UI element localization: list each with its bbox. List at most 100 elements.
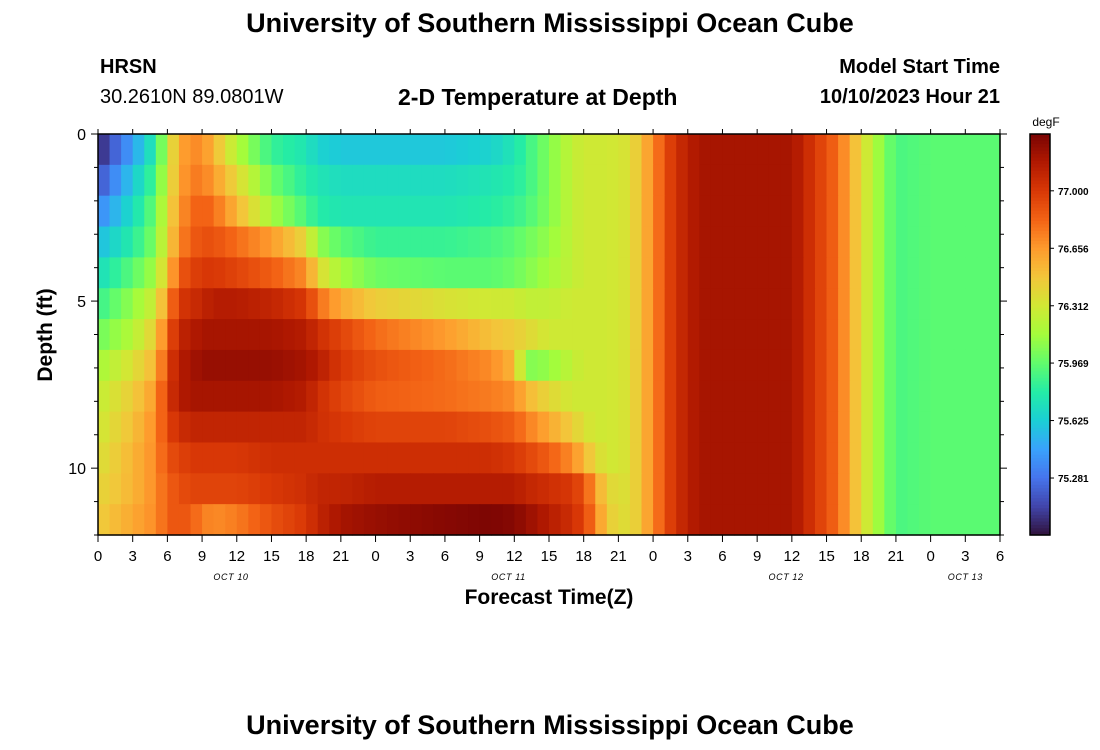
heatmap-cell xyxy=(849,134,862,166)
heatmap-cell xyxy=(433,164,446,197)
colorbar-swatch xyxy=(1030,367,1050,372)
heatmap-cell xyxy=(271,349,284,382)
heatmap-cell xyxy=(780,473,793,505)
heatmap-cell xyxy=(155,226,168,258)
heatmap-cell xyxy=(641,380,654,413)
heatmap-cell xyxy=(213,473,226,505)
colorbar-swatch xyxy=(1030,404,1050,409)
heatmap-cell xyxy=(629,442,643,474)
model-start-label: Model Start Time xyxy=(839,56,1000,78)
heatmap-cell xyxy=(514,442,527,474)
heatmap-cell xyxy=(444,226,458,258)
heatmap-cell xyxy=(653,164,666,197)
heatmap-cell xyxy=(942,380,955,413)
heatmap-cell xyxy=(965,349,978,382)
heatmap-cell xyxy=(976,380,990,413)
heatmap-cell xyxy=(329,349,342,382)
colorbar-swatch xyxy=(1030,260,1050,265)
heatmap-cell xyxy=(421,473,434,505)
heatmap-cell xyxy=(572,504,585,536)
heatmap-cell xyxy=(814,349,828,382)
colorbar-swatch xyxy=(1030,531,1050,536)
heatmap-cell xyxy=(572,195,585,228)
heatmap-cell xyxy=(398,226,411,258)
heatmap-cell xyxy=(340,288,354,320)
heatmap-cell xyxy=(537,257,550,289)
heatmap-cell xyxy=(710,226,724,258)
heatmap-cell xyxy=(352,349,365,382)
heatmap-cell xyxy=(583,226,596,258)
heatmap-cell xyxy=(757,288,770,320)
heatmap-cell xyxy=(745,411,758,444)
colorbar-unit-label: degF xyxy=(1032,115,1059,129)
heatmap-cell xyxy=(109,134,122,166)
heatmap-cell xyxy=(618,164,631,197)
colorbar-swatch xyxy=(1030,301,1050,306)
heatmap-cell xyxy=(433,349,446,382)
heatmap-cell xyxy=(340,411,354,444)
colorbar-swatch xyxy=(1030,448,1050,453)
heatmap-cell xyxy=(699,319,712,351)
heatmap-cell xyxy=(491,257,504,289)
heatmap-cell xyxy=(629,134,643,166)
heatmap-cell xyxy=(583,164,596,197)
heatmap-cell xyxy=(144,164,157,197)
heatmap-cell xyxy=(178,411,192,444)
heatmap-cell xyxy=(155,319,168,351)
heatmap-cell xyxy=(398,288,411,320)
heatmap-cell xyxy=(745,380,758,413)
heatmap-cell xyxy=(884,442,897,474)
heatmap-cell xyxy=(676,319,689,351)
heatmap-cell xyxy=(410,473,423,505)
heatmap-cell xyxy=(433,134,446,166)
heatmap-cell xyxy=(398,411,411,444)
heatmap-cell xyxy=(907,164,920,197)
heatmap-cell xyxy=(387,226,400,258)
heatmap-cell xyxy=(676,349,689,382)
heatmap-cell xyxy=(895,164,909,197)
heatmap-cell xyxy=(525,195,539,228)
heatmap-cell xyxy=(363,473,377,505)
heatmap-cell xyxy=(872,319,885,351)
colorbar-swatch xyxy=(1030,421,1050,426)
heatmap-cell xyxy=(583,473,596,505)
heatmap-cell xyxy=(572,473,585,505)
heatmap-cell xyxy=(283,473,296,505)
colorbar-swatch xyxy=(1030,334,1050,339)
heatmap-cell xyxy=(202,164,215,197)
heatmap-cell xyxy=(861,164,874,197)
heatmap-cell xyxy=(838,411,851,444)
heatmap-cell xyxy=(167,195,180,228)
heatmap-cell xyxy=(560,411,573,444)
heatmap-cell xyxy=(468,504,481,536)
heatmap-cell xyxy=(560,164,573,197)
heatmap-cell xyxy=(791,319,805,351)
heatmap-cell xyxy=(225,442,238,474)
colorbar-swatch xyxy=(1030,321,1050,326)
heatmap-cell xyxy=(745,288,758,320)
heatmap-cell xyxy=(629,411,643,444)
heatmap-cell xyxy=(283,134,296,166)
heatmap-cell xyxy=(629,226,643,258)
heatmap-cell xyxy=(710,288,724,320)
x-tick-label: 12 xyxy=(784,548,801,565)
heatmap-cell xyxy=(583,257,596,289)
heatmap-cell xyxy=(236,319,249,351)
heatmap-cell xyxy=(687,164,700,197)
heatmap-cell xyxy=(329,164,342,197)
heatmap-cell xyxy=(965,473,978,505)
heatmap-cell xyxy=(942,504,955,536)
heatmap-cell xyxy=(976,134,990,166)
heatmap-cell xyxy=(387,288,400,320)
heatmap-cell xyxy=(456,504,469,536)
heatmap-cell xyxy=(803,504,816,536)
heatmap-cell xyxy=(953,349,966,382)
heatmap-cell xyxy=(676,195,689,228)
heatmap-cell xyxy=(283,319,296,351)
heatmap-cell xyxy=(722,473,735,505)
heatmap-cell xyxy=(155,195,168,228)
heatmap-cell xyxy=(225,411,238,444)
colorbar-swatch xyxy=(1030,431,1050,436)
heatmap-cell xyxy=(375,380,388,413)
heatmap-cell xyxy=(710,504,724,536)
